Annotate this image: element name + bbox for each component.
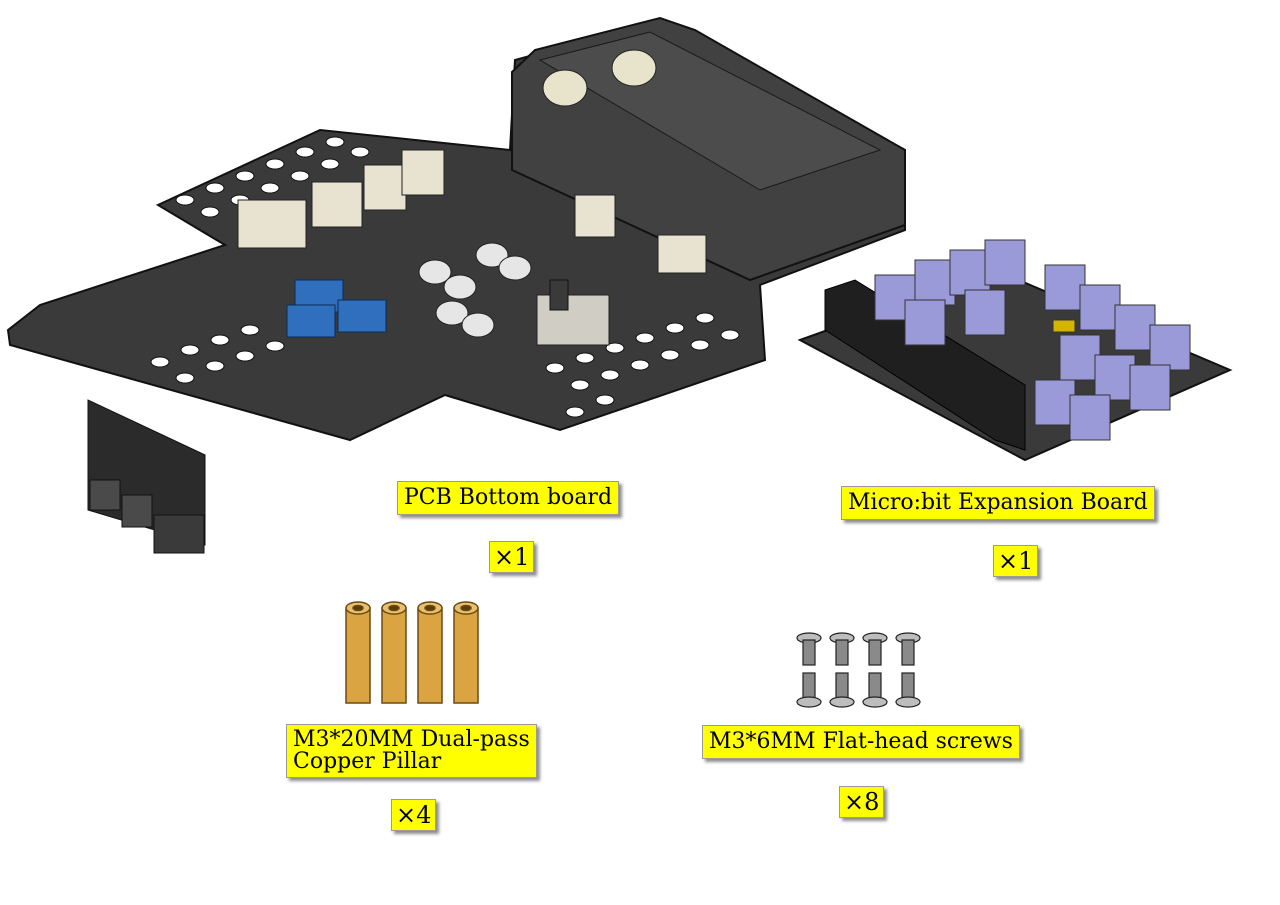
expansion-board-illustration	[797, 239, 1233, 462]
part-name-pcb-bottom-board: PCB Bottom board	[397, 481, 620, 515]
quantity-pcb-bottom-board: ×1	[489, 541, 535, 573]
pcb-board-illustration	[6, 16, 906, 554]
part-name-flat-head-screws: M3*6MM Flat-head screws	[702, 725, 1020, 759]
part-name-copper-pillar: M3*20MM Dual-pass Copper Pillar	[286, 724, 537, 778]
quantity-microbit-expansion-board: ×1	[993, 545, 1039, 577]
part-name-microbit-expansion-board: Micro:bit Expansion Board	[841, 486, 1155, 520]
copper-pillar-illustration	[345, 601, 479, 704]
quantity-flat-head-screws: ×8	[839, 786, 885, 818]
quantity-copper-pillar: ×4	[391, 799, 437, 831]
screw-illustration	[796, 632, 921, 708]
